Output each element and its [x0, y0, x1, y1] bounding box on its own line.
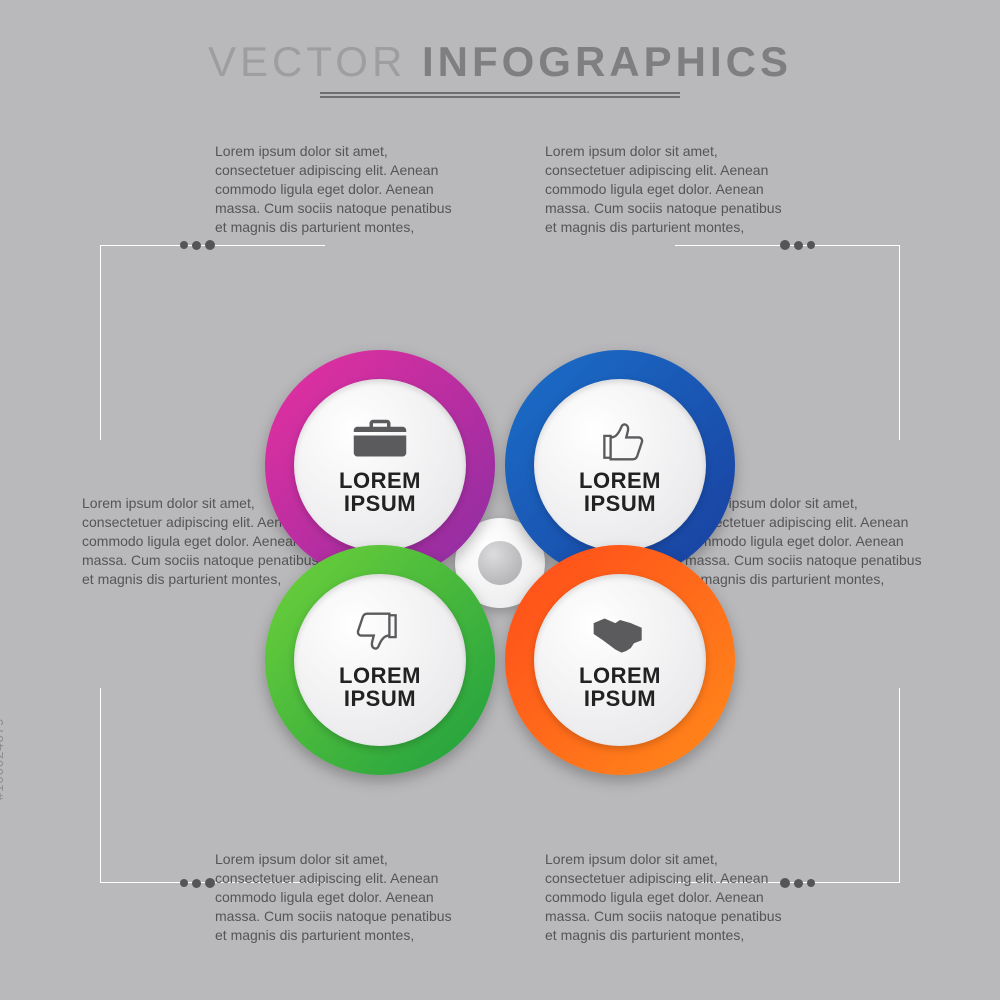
node-bottom-right: LOREMIPSUM: [505, 545, 735, 775]
thumbs-up-icon: [589, 415, 651, 463]
infographic-stage: VECTOR INFOGRAPHICS Lorem ipsum dolor si…: [0, 0, 1000, 1000]
node-inner: LOREMIPSUM: [534, 379, 706, 551]
node-label: LOREMIPSUM: [339, 664, 421, 710]
handshake-icon: [589, 610, 651, 658]
node-label: LOREMIPSUM: [339, 469, 421, 515]
desc-top-right: Lorem ipsum dolor sit amet, consectetuer…: [545, 142, 795, 236]
center-hub-inner: [478, 541, 522, 585]
node-inner: LOREMIPSUM: [534, 574, 706, 746]
node-label: LOREMIPSUM: [579, 469, 661, 515]
desc-bottom-left: Lorem ipsum dolor sit amet, consectetuer…: [215, 850, 465, 944]
connector-dots-tr: [780, 240, 815, 250]
node-inner: LOREMIPSUM: [294, 574, 466, 746]
connector-dots-tl: [180, 240, 215, 250]
node-inner: LOREMIPSUM: [294, 379, 466, 551]
connector-dots-bl: [180, 878, 215, 888]
desc-bottom-right: Lorem ipsum dolor sit amet, consectetuer…: [545, 850, 795, 944]
watermark: #100024879: [0, 718, 6, 800]
briefcase-icon: [349, 415, 411, 463]
page-title: VECTOR INFOGRAPHICS: [0, 0, 1000, 86]
title-underline: [320, 92, 680, 98]
title-bold: INFOGRAPHICS: [422, 38, 792, 85]
node-bottom-left: LOREMIPSUM: [265, 545, 495, 775]
node-label: LOREMIPSUM: [579, 664, 661, 710]
desc-top-left: Lorem ipsum dolor sit amet, consectetuer…: [215, 142, 465, 236]
title-light: VECTOR: [208, 38, 406, 85]
thumbs-down-icon: [349, 610, 411, 658]
